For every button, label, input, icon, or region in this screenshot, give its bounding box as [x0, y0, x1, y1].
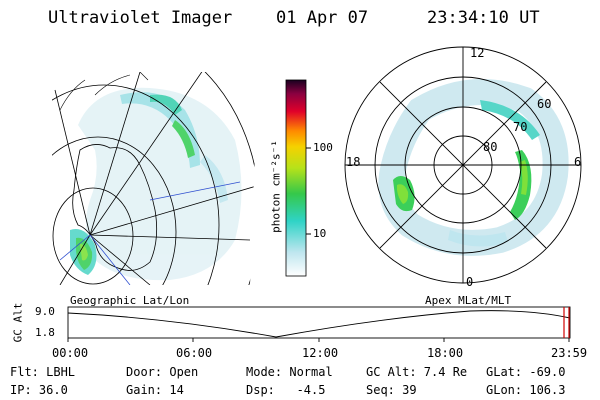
status-dsp: Dsp: -4.5	[246, 383, 326, 397]
status-glon: GLon: 106.3	[486, 383, 566, 397]
mlat-label-70: 70	[513, 120, 528, 134]
mlt-label-6: 6	[574, 155, 582, 169]
status-gain: Gain: 14	[126, 383, 184, 397]
colorbar	[285, 79, 311, 277]
gc-altitude-curve	[67, 310, 571, 338]
geo-meridian-grid	[54, 72, 255, 285]
status-glat: GLat: -69.0	[486, 365, 566, 379]
date-label: 01 Apr 07	[276, 8, 369, 28]
status-gc-alt: GC Alt: 7.4 Re	[366, 365, 468, 379]
mlat-label-80: 80	[483, 140, 498, 154]
status-ip: IP: 36.0	[10, 383, 68, 397]
altitude-timeline	[67, 306, 571, 342]
status-seq: Seq: 39	[366, 383, 417, 397]
colorbar-gradient	[285, 79, 307, 277]
timeline-xtick-0600: 06:00	[176, 346, 213, 360]
mlat-label-60: 60	[537, 97, 552, 111]
status-filter: Flt: LBHL	[10, 365, 76, 379]
polar-grid	[344, 46, 582, 284]
geographic-panel-label: Geographic Lat/Lon	[70, 294, 190, 307]
time-label: 23:34:10 UT	[427, 8, 540, 28]
timeline-ytick-1-8: 1.8	[35, 326, 55, 339]
polar-panel	[344, 46, 582, 284]
instrument-title: Ultraviolet Imager	[48, 8, 233, 28]
colorbar-tick-100: 100	[313, 141, 333, 154]
mlt-label-12: 12	[470, 46, 485, 60]
geo-aurora-emission	[70, 87, 242, 281]
timeline-ytick-9: 9.0	[35, 305, 55, 318]
timeline-xtick-1200: 12:00	[302, 346, 339, 360]
status-mode: Mode: Normal	[246, 365, 333, 379]
timeline-xtick-0000: 00:00	[52, 346, 89, 360]
colorbar-unit-label: photon cm⁻²s⁻¹	[269, 140, 283, 233]
timeline-axis-title: GC Alt	[11, 302, 25, 343]
timeline-ticks	[67, 338, 570, 342]
status-door: Door: Open	[126, 365, 199, 379]
timeline-xtick-1800: 18:00	[427, 346, 464, 360]
mlt-label-0: 0	[466, 275, 474, 289]
mlt-label-18: 18	[346, 155, 361, 169]
geographic-panel	[52, 72, 255, 285]
timeline-frame	[67, 306, 571, 339]
continent-outline	[72, 144, 158, 271]
polar-panel-label: Apex MLat/MLT	[425, 294, 512, 307]
colorbar-tick-10: 10	[313, 227, 327, 240]
timeline-xtick-2359: 23:59	[551, 346, 588, 360]
geo-view-lines	[59, 181, 241, 285]
polar-aurora-emission	[378, 79, 569, 256]
